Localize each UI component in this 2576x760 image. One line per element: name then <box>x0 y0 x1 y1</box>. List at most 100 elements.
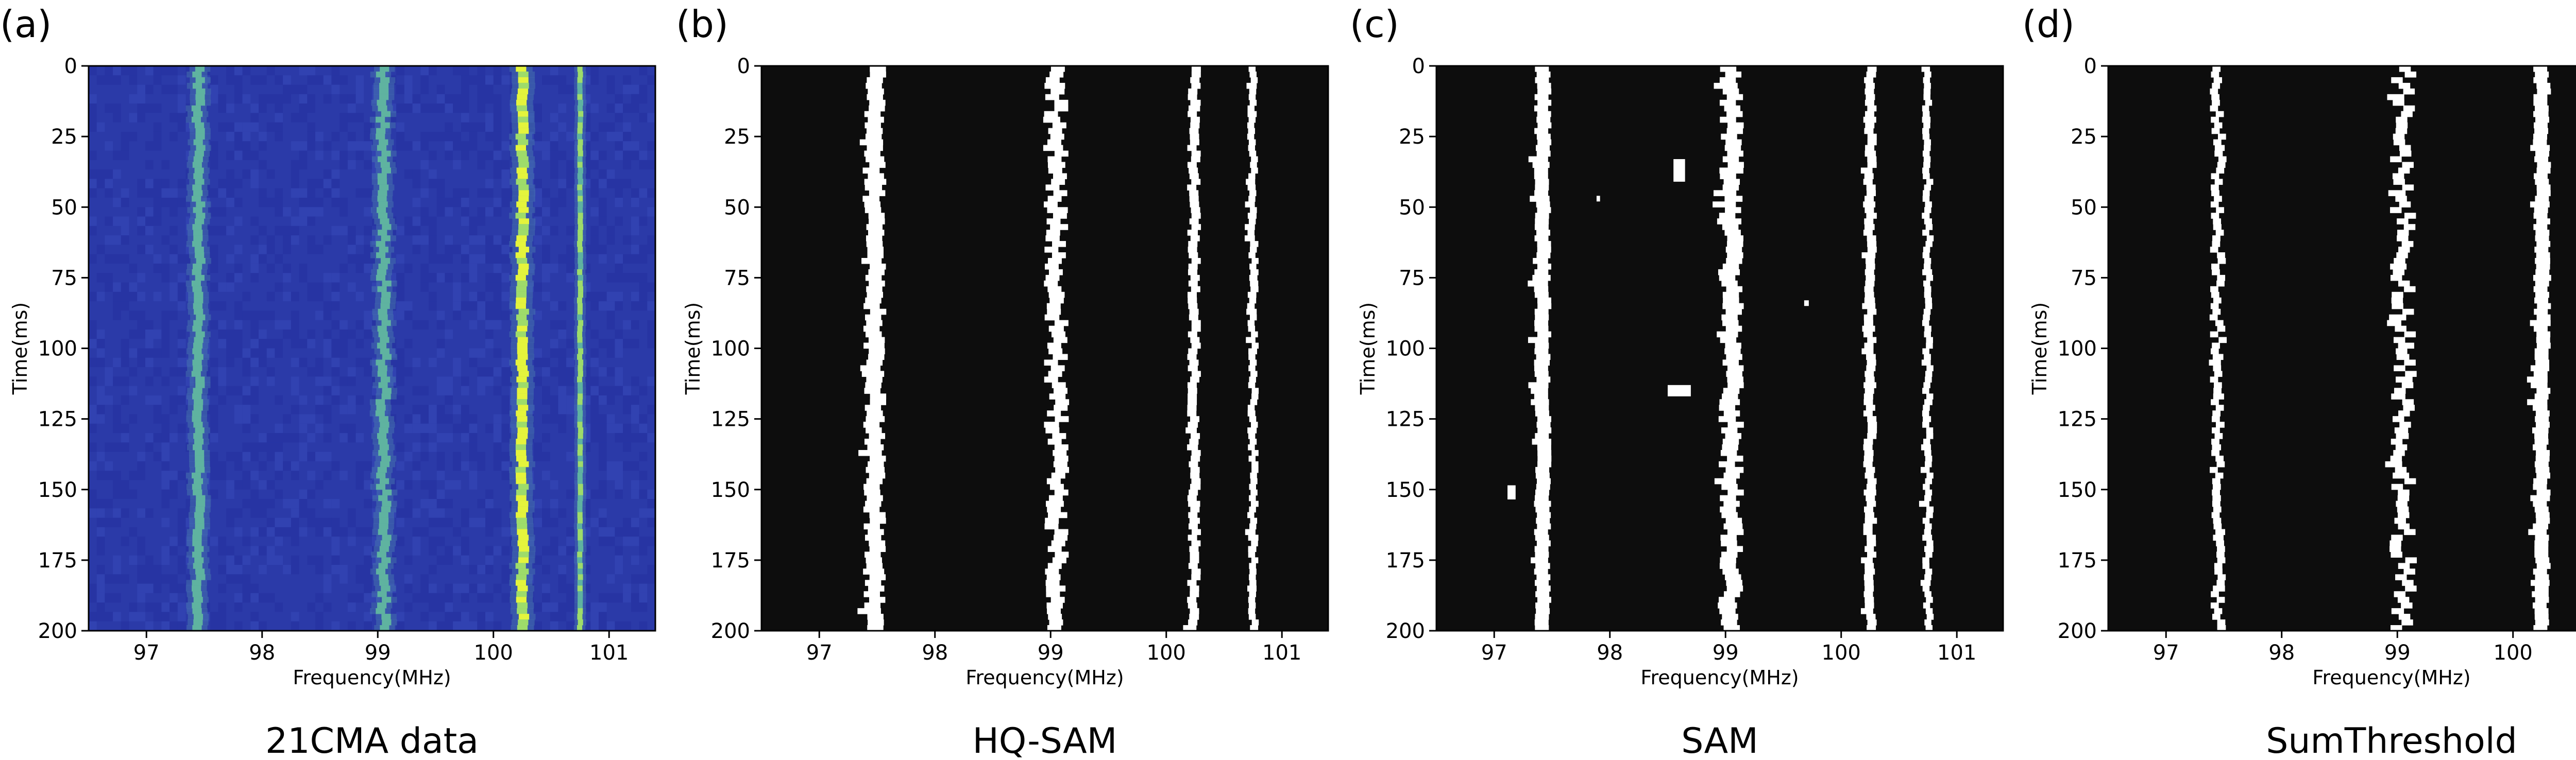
plot-area <box>1436 66 2003 631</box>
y-tick-label: 125 <box>711 408 750 431</box>
y-tick-label: 0 <box>64 55 77 78</box>
y-tick-label: 175 <box>2058 549 2097 573</box>
flag-mask-1 <box>857 66 887 631</box>
y-tick-label: 125 <box>1386 408 1425 431</box>
panel-label: (a) <box>0 3 52 46</box>
chart-panel-a: 0 25 50 75 100 125 150 175 200 97 98 99 100 101 Freque… <box>0 3 656 760</box>
x-axis-label: Frequency(MHz) <box>293 666 451 689</box>
y-tick-label: 25 <box>51 125 77 149</box>
y-tick-label: 25 <box>2071 125 2097 149</box>
flag-blob-3 <box>1507 485 1516 499</box>
panel-label: (b) <box>676 3 728 46</box>
signal-line-2 <box>369 66 398 631</box>
y-tick-label: 175 <box>711 549 750 573</box>
y-tick-label: 150 <box>2058 478 2097 502</box>
x-tick-label: 98 <box>922 641 948 665</box>
plot-background <box>761 66 1328 631</box>
flag-blob-5 <box>1804 300 1809 306</box>
chart-panel-c: 0 25 50 75 100 125 150 175 200 97 98 99 100 101 Freque… <box>1350 3 2004 760</box>
flag-mask-3 <box>1183 66 1201 631</box>
y-tick-label: 0 <box>2084 55 2097 78</box>
y-tick-label: 50 <box>1399 196 1425 219</box>
panel-caption: SAM <box>1681 721 1758 760</box>
y-tick-label: 75 <box>1399 266 1425 290</box>
x-tick-label: 99 <box>1713 641 1739 665</box>
chart-panel-b: 0 25 50 75 100 125 150 175 200 97 98 99 100 101 Freque… <box>676 3 1329 760</box>
x-tick-label: 98 <box>1597 641 1623 665</box>
signal-line-1 <box>185 66 211 631</box>
panel-caption: HQ-SAM <box>973 721 1117 760</box>
x-tick-label: 98 <box>249 641 275 665</box>
x-tick-label: 100 <box>1147 641 1186 665</box>
x-tick-label: 97 <box>806 641 833 665</box>
y-tick-label: 150 <box>1386 478 1425 502</box>
x-tick-label: 99 <box>2384 641 2411 665</box>
x-tick-label: 97 <box>2153 641 2179 665</box>
plot-background <box>1436 66 2003 631</box>
y-tick-label: 125 <box>38 408 77 431</box>
x-tick-label: 97 <box>1481 641 1507 665</box>
x-tick-label: 99 <box>365 641 391 665</box>
y-tick-label: 0 <box>1412 55 1425 78</box>
x-tick-label: 97 <box>133 641 160 665</box>
plot-area <box>761 66 1328 631</box>
y-axis-label: Time(ms) <box>1357 302 1379 395</box>
flag-mask-4 <box>1244 66 1259 631</box>
y-tick-label: 75 <box>51 266 77 290</box>
y-tick-label: 50 <box>724 196 750 219</box>
y-tick-label: 200 <box>2058 619 2097 643</box>
flag-blob-4 <box>1596 196 1600 202</box>
x-tick-label: 100 <box>2494 641 2533 665</box>
panel-label: (d) <box>2022 3 2075 46</box>
y-axis-label: Time(ms) <box>682 302 704 395</box>
y-tick-label: 75 <box>2071 266 2097 290</box>
flag-mask-4 <box>1919 66 1934 631</box>
signal-line-4 <box>573 66 587 631</box>
x-axis-label: Frequency(MHz) <box>2312 666 2470 689</box>
flag-mask-3 <box>1860 66 1877 631</box>
y-tick-label: 50 <box>2071 196 2097 219</box>
flag-mask-3 <box>2527 66 2551 631</box>
chart-panel-d: 0255075100125150175200979899100101Freque… <box>2022 3 2576 760</box>
noise-texture <box>89 66 655 631</box>
y-tick-label: 0 <box>737 55 750 78</box>
panel-caption: 21CMA data <box>265 721 479 760</box>
flag-blob-2 <box>1667 385 1691 396</box>
y-tick-label: 200 <box>711 619 750 643</box>
flag-blob-1 <box>1673 159 1685 182</box>
y-tick-label: 150 <box>38 478 77 502</box>
y-tick-label: 25 <box>724 125 750 149</box>
y-tick-label: 200 <box>38 619 77 643</box>
x-tick-label: 100 <box>1822 641 1861 665</box>
x-tick-label: 98 <box>2268 641 2295 665</box>
flag-mask-2 <box>1713 66 1744 631</box>
y-tick-label: 125 <box>2058 408 2097 431</box>
x-axis-label: Frequency(MHz) <box>1640 666 1799 689</box>
panel-caption: SumThreshold <box>2266 721 2517 760</box>
plot-area <box>89 66 655 631</box>
panel-label: (c) <box>1350 3 1399 46</box>
flag-mask-2 <box>1043 66 1070 631</box>
y-tick-label: 50 <box>51 196 77 219</box>
x-tick-label: 101 <box>1937 641 1976 665</box>
y-tick-label: 175 <box>1386 549 1425 573</box>
y-tick-label: 100 <box>38 337 77 361</box>
x-axis-label: Frequency(MHz) <box>965 666 1124 689</box>
y-tick-label: 75 <box>724 266 750 290</box>
y-tick-label: 200 <box>1386 619 1425 643</box>
flag-mask-1 <box>2209 66 2227 631</box>
y-tick-label: 100 <box>1386 337 1425 361</box>
y-tick-label: 100 <box>711 337 750 361</box>
y-tick-label: 175 <box>38 549 77 573</box>
y-axis-label: Time(ms) <box>9 302 31 395</box>
x-tick-label: 101 <box>589 641 629 665</box>
x-tick-label: 99 <box>1038 641 1064 665</box>
flag-mask-2 <box>2385 66 2417 631</box>
signal-line-3 <box>509 66 536 631</box>
plot-area <box>2108 66 2576 631</box>
x-tick-label: 100 <box>474 641 513 665</box>
plot-background <box>2108 66 2576 631</box>
y-tick-label: 150 <box>711 478 750 502</box>
flag-mask-1 <box>1528 66 1552 631</box>
